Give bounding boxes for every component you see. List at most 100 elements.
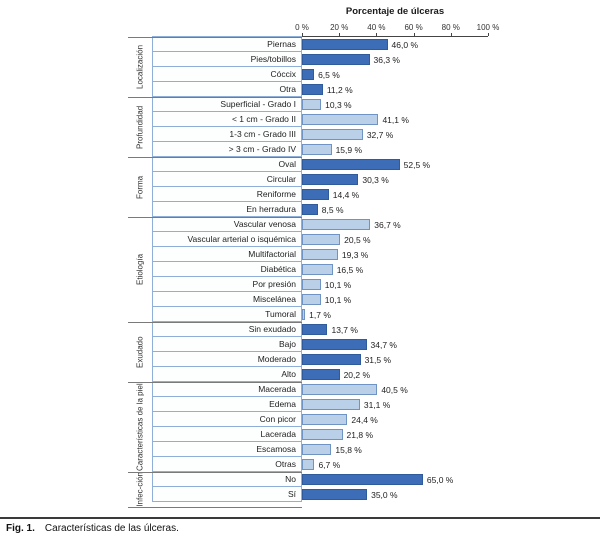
bar-cell: 15,8 % bbox=[302, 442, 362, 457]
bar-cell: 36,7 % bbox=[302, 217, 401, 232]
row-label: Edema bbox=[152, 396, 302, 412]
x-tick-mark bbox=[376, 33, 378, 36]
chart-row: Miscelánea 10,1 % bbox=[152, 291, 401, 307]
group: Profundidad Superficial - Grado I 10,3 % < … bbox=[128, 96, 588, 157]
chart-row: Diabética 16,5 % bbox=[152, 261, 401, 277]
chart-row: Moderado 31,5 % bbox=[152, 351, 397, 367]
group: Infec-ción No 65,0 % Sí 35,0 % bbox=[128, 471, 588, 507]
chart-row: Multifactorial 19,3 % bbox=[152, 246, 401, 262]
bar-cell: 8,5 % bbox=[302, 202, 344, 217]
bar bbox=[302, 354, 361, 365]
bar-cell: 15,9 % bbox=[302, 142, 362, 157]
value-label: 35,0 % bbox=[371, 489, 398, 500]
chart-row: Alto 20,2 % bbox=[152, 366, 397, 382]
chart-row: Reniforme 14,4 % bbox=[152, 186, 430, 202]
bar bbox=[302, 129, 363, 140]
chart-row: Edema 31,1 % bbox=[152, 396, 408, 412]
bar bbox=[302, 99, 322, 110]
chart-row: < 1 cm - Grado II 41,1 % bbox=[152, 111, 409, 127]
bar-cell: 32,7 % bbox=[302, 127, 393, 142]
chart-row: Otras 6,7 % bbox=[152, 456, 408, 472]
x-tick-mark bbox=[339, 33, 341, 36]
bar-cell: 16,5 % bbox=[302, 262, 363, 277]
bar bbox=[302, 429, 343, 440]
row-label: Multifactorial bbox=[152, 246, 302, 262]
bar-cell: 10,1 % bbox=[302, 292, 351, 307]
value-label: 40,5 % bbox=[381, 384, 408, 395]
group: Forma Oval 52,5 % Circular 30,3 % Reniforme 14… bbox=[128, 156, 588, 217]
chart-row: No 65,0 % bbox=[152, 471, 454, 487]
bar-cell: 52,5 % bbox=[302, 157, 430, 172]
bar bbox=[302, 294, 321, 305]
chart-row: Sin exudado 13,7 % bbox=[152, 321, 397, 337]
chart-bottom-line bbox=[128, 506, 302, 508]
row-label: Sin exudado bbox=[152, 321, 302, 337]
group: Etiología Vascular venosa 36,7 % Vascular a… bbox=[128, 216, 588, 322]
chart-row: Vascular venosa 36,7 % bbox=[152, 216, 401, 232]
bar-cell: 19,3 % bbox=[302, 247, 368, 262]
value-label: 31,1 % bbox=[363, 399, 391, 410]
bar-cell: 31,1 % bbox=[302, 397, 390, 412]
bar-chart: Porcentaje de úlceras 0 % 20 % 40 % 60 % 80 … bbox=[128, 6, 588, 508]
bar-cell: 46,0 % bbox=[302, 37, 418, 52]
value-label: 32,7 % bbox=[366, 129, 394, 140]
row-label: Piernas bbox=[152, 36, 302, 52]
chart-row: Superficial - Grado I 10,3 % bbox=[152, 96, 409, 112]
value-label: 30,3 % bbox=[362, 174, 389, 185]
group-label: Características de la piel bbox=[135, 383, 145, 471]
group: Características de la piel Macerada 40,5 %… bbox=[128, 381, 588, 472]
bar bbox=[302, 459, 315, 470]
chart-row: Escamosa 15,8 % bbox=[152, 441, 408, 457]
bar bbox=[302, 249, 338, 260]
value-label: 8,5 % bbox=[321, 204, 344, 215]
x-tick-label: 20 % bbox=[330, 23, 349, 32]
value-label: 20,2 % bbox=[343, 369, 371, 380]
bar-cell: 30,3 % bbox=[302, 172, 389, 187]
x-tick-label: 40 % bbox=[367, 23, 386, 32]
row-label: Moderado bbox=[152, 351, 302, 367]
bar bbox=[302, 84, 323, 95]
value-label: 46,0 % bbox=[391, 39, 419, 50]
chart-row: Lacerada 21,8 % bbox=[152, 426, 408, 442]
bar bbox=[302, 279, 321, 290]
bar bbox=[302, 234, 341, 245]
chart-row: Oval 52,5 % bbox=[152, 156, 430, 172]
group-label: Etiología bbox=[135, 253, 145, 286]
row-label: Reniforme bbox=[152, 186, 302, 202]
value-label: 41,1 % bbox=[382, 114, 409, 125]
group-label: Exudado bbox=[135, 336, 145, 368]
bar-cell: 34,7 % bbox=[302, 337, 397, 352]
value-label: 24,4 % bbox=[351, 414, 378, 425]
chart-header: Porcentaje de úlceras 0 % 20 % 40 % 60 % 80 … bbox=[295, 6, 499, 37]
bar-cell: 14,4 % bbox=[302, 187, 359, 202]
row-label: Pies/tobillos bbox=[152, 51, 302, 67]
row-label: < 1 cm - Grado II bbox=[152, 111, 302, 127]
bar-cell: 6,7 % bbox=[302, 457, 340, 472]
value-label: 10,1 % bbox=[324, 279, 352, 290]
value-label: 65,0 % bbox=[426, 474, 454, 485]
bar-cell: 36,3 % bbox=[302, 52, 400, 67]
bar bbox=[302, 324, 328, 335]
row-label: Vascular venosa bbox=[152, 216, 302, 232]
bar bbox=[302, 219, 371, 230]
x-tick-mark bbox=[488, 33, 489, 36]
row-label: Miscelánea bbox=[152, 291, 302, 307]
x-tick-label: 60 % bbox=[404, 23, 423, 32]
value-label: 36,3 % bbox=[373, 54, 400, 65]
value-label: 19,3 % bbox=[341, 249, 369, 260]
value-label: 6,7 % bbox=[318, 459, 341, 470]
chart-row: Cóccix 6,5 % bbox=[152, 66, 418, 82]
value-label: 52,5 % bbox=[403, 159, 431, 170]
bar bbox=[302, 384, 378, 395]
value-label: 36,7 % bbox=[374, 219, 401, 230]
bar bbox=[302, 399, 360, 410]
value-label: 1,7 % bbox=[309, 309, 331, 320]
bar-cell: 11,2 % bbox=[302, 82, 353, 97]
row-label: Otras bbox=[152, 456, 302, 472]
value-label: 34,7 % bbox=[370, 339, 397, 350]
row-label: Tumoral bbox=[152, 306, 302, 322]
group-label: Profundidad bbox=[135, 105, 145, 149]
row-label: Macerada bbox=[152, 381, 302, 397]
chart-row: Pies/tobillos 36,3 % bbox=[152, 51, 418, 67]
